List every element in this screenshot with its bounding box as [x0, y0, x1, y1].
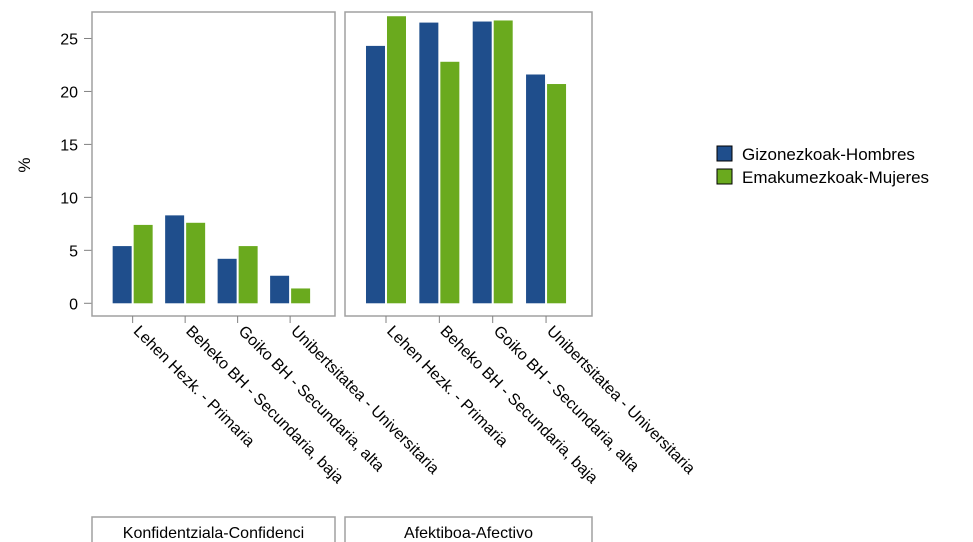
bar: [133, 224, 153, 304]
panel-frame: [91, 11, 336, 317]
bar: [238, 246, 258, 304]
panel-strip: [91, 516, 336, 542]
bar: [365, 45, 385, 304]
y-axis-label: %: [15, 157, 34, 172]
panel-strip: [344, 516, 593, 542]
bar: [270, 275, 290, 304]
legend-swatch: [716, 145, 733, 162]
bar: [112, 246, 132, 304]
panel-label: Konfidentziala-Confidenci: [123, 525, 304, 542]
y-tick-label: 10: [60, 190, 78, 207]
legend-label: Emakumezkoak-Mujeres: [742, 168, 929, 187]
bar: [493, 20, 513, 304]
y-axis: % 0 5 10 15 20 25: [15, 31, 92, 313]
bar: [472, 21, 492, 304]
bar: [386, 16, 406, 304]
bar: [165, 215, 185, 304]
y-tick-label: 0: [69, 296, 78, 313]
bar: [186, 222, 206, 304]
y-tick-label: 20: [60, 84, 78, 101]
y-tick-label: 25: [60, 31, 78, 48]
bar: [419, 22, 439, 304]
y-tick-label: 5: [69, 243, 78, 260]
bar: [291, 288, 311, 304]
legend: Gizonezkoak-Hombres Emakumezkoak-Mujeres: [716, 145, 929, 187]
bar: [547, 84, 567, 304]
legend-swatch: [716, 168, 733, 185]
y-tick-label: 15: [60, 137, 78, 154]
bar: [217, 258, 237, 304]
bar: [440, 61, 460, 304]
legend-label: Gizonezkoak-Hombres: [742, 145, 915, 164]
panel-frame: [344, 11, 593, 317]
panel-label: Afektiboa-Afectivo: [404, 525, 533, 542]
bar: [526, 74, 546, 304]
